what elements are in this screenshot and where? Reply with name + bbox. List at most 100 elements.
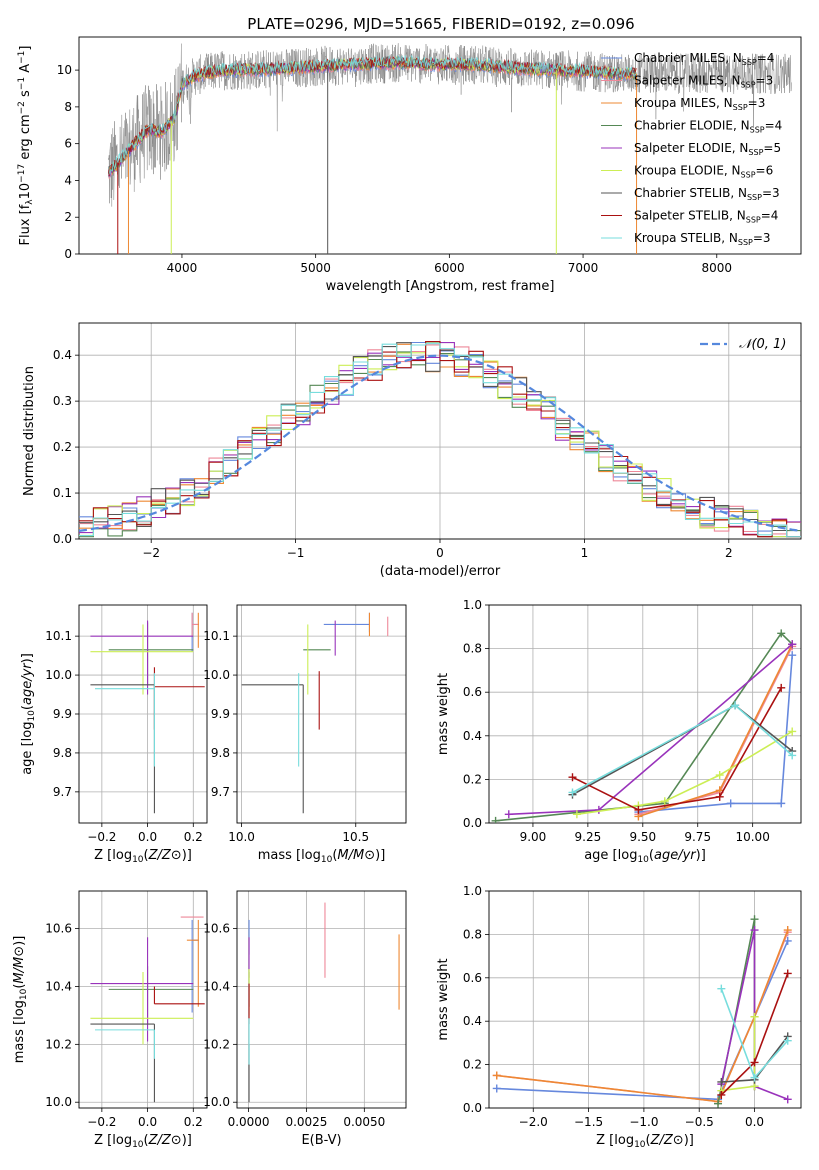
x-tick-label: 0.0000 (228, 1115, 270, 1129)
x-tick-label: −1 (287, 546, 305, 560)
mass_vs_age-panel: 10.0 10.5 9.7 9.8 9.9 10.0 10.1 mass [log10(M/M… (203, 604, 407, 865)
series-line-salpeter_stelib (572, 687, 782, 811)
x-tick-label: −2.0 (519, 1115, 548, 1129)
Z_vs_mass-plot-area (90, 916, 205, 1103)
point-marker-salpeter_stelib (777, 683, 786, 692)
x-tick-label: 7000 (568, 261, 599, 275)
spectrum-panel: 4000 5000 6000 7000 8000 0 2 4 6 8 10 wavelength [A… (17, 36, 802, 294)
y-axis-label: Flux [fλ10−17 erg cm−2 s−1 A−1] (17, 46, 35, 246)
axes-frame (78, 322, 802, 540)
point-marker-kroupa_elodie (660, 797, 669, 806)
x-tick-label: 0.0 (745, 1115, 764, 1129)
legend-label: Chabrier MILES, NSSP=4 (634, 51, 774, 67)
axes-frame (236, 604, 407, 824)
x-axis-label: mass [log10(M/M⊙)] (258, 848, 386, 865)
age_vs_mass_weight-panel: 9.00 9.25 9.50 9.75 10.00 0.0 0.2 0.4 0.6 0.8 1.0 a… (436, 598, 802, 865)
EBV_vs_mass-panel: 0.0000 0.0025 0.0050 10.0 10.2 10.4 10.6 E(B-V) (203, 890, 407, 1148)
Z_vs_mass_weight-plot-area (492, 915, 792, 1108)
point-marker-salpeter_stelib (568, 773, 577, 782)
x-tick-label: 8000 (701, 261, 732, 275)
legend-label: Chabrier STELIB, NSSP=3 (634, 186, 780, 202)
y-tick-label: 0.8 (463, 642, 482, 656)
y-tick-label: 8 (64, 100, 72, 114)
x-axis-label: age [log10(age/yr)] (584, 848, 706, 865)
y-tick-label: 0.4 (463, 1014, 482, 1028)
y-tick-label: 0.0 (463, 816, 482, 830)
x-tick-label: 9.00 (520, 830, 547, 844)
EBV_vs_mass-plot-area (248, 902, 400, 1103)
Z_vs_mass_weight-panel: −2.0 −1.5 −1.0 −0.5 0.0 0.0 0.2 0.4 0.6 0.8 1.0 Z [… (436, 884, 802, 1150)
y-tick-label: 10.4 (45, 979, 72, 993)
x-axis-label: Z [log10(Z/Z⊙)] (94, 1133, 192, 1150)
legend-label: 𝒩(0, 1) (739, 337, 786, 352)
x-tick-label: 0.2 (184, 830, 203, 844)
x-tick-label: 0.0 (138, 830, 157, 844)
y-tick-label: 0.0 (463, 1101, 482, 1115)
Z_vs_mass-panel: −0.2 0.0 0.2 10.0 10.2 10.4 10.6 Z [log10(Z/Z⊙)… (12, 890, 208, 1150)
legend-label: Chabrier ELODIE, NSSP=4 (634, 119, 782, 135)
x-tick-label: −1.0 (629, 1115, 658, 1129)
x-tick-label: 9.25 (575, 830, 602, 844)
point-marker-salpeter_stelib (717, 1090, 726, 1099)
point-marker-chabrier_elodie (750, 915, 759, 924)
x-tick-label: 1 (581, 546, 589, 560)
series-line-chabrier_miles (638, 655, 793, 813)
point-marker-kroupa_elodie (572, 810, 581, 819)
point-marker-chabrier_elodie (714, 1099, 723, 1108)
y-tick-label: 0.3 (53, 394, 72, 408)
y-tick-label: 0.8 (463, 927, 482, 941)
x-axis-label: wavelength [Angstrom, rest frame] (326, 279, 555, 294)
point-marker-kroupa_miles (783, 926, 792, 935)
series-line-salpeter_elodie (720, 929, 788, 1101)
y-tick-label: 10.6 (203, 922, 230, 936)
point-marker-kroupa_stelib (788, 751, 797, 760)
point-marker-kroupa_elodie (750, 1012, 759, 1021)
y-tick-label: 10.1 (203, 629, 230, 643)
x-tick-label: 6000 (434, 261, 465, 275)
x-tick-label: 0.0050 (343, 1115, 385, 1129)
point-marker-chabrier_elodie (777, 629, 786, 638)
y-tick-label: 9.7 (53, 785, 72, 799)
y-axis-label: age [log10(age/yr)] (20, 653, 37, 775)
point-marker-chabrier_elodie (491, 816, 500, 823)
x-tick-label: 10.0 (228, 830, 255, 844)
series-line-kroupa_miles (496, 929, 789, 1103)
y-tick-label: 6 (64, 137, 72, 151)
point-marker-chabrier_miles (777, 799, 786, 808)
point-marker-salpeter_elodie (788, 640, 797, 649)
x-axis-label: Z [log10(Z/Z⊙)] (596, 1133, 694, 1150)
legend-label: Salpeter STELIB, NSSP=4 (634, 209, 778, 225)
y-tick-label: 9.8 (53, 746, 72, 760)
x-tick-label: 2 (725, 546, 733, 560)
y-tick-label: 0.6 (463, 685, 482, 699)
point-marker-kroupa_stelib (750, 1073, 759, 1082)
y-tick-label: 4 (64, 173, 72, 187)
x-tick-label: −0.2 (87, 830, 116, 844)
figure-title: PLATE=0296, MJD=51665, FIBERID=0192, z=0… (247, 15, 634, 33)
x-tick-label: 0 (436, 546, 444, 560)
x-tick-label: 4000 (167, 261, 198, 275)
histogram-step-salpeter_stelib (79, 340, 801, 538)
point-marker-kroupa_elodie (715, 771, 724, 780)
spectrum-plot-area (108, 43, 792, 254)
y-axis-label: mass [log10(M/M⊙)] (12, 936, 29, 1064)
y-tick-label: 10.0 (203, 668, 230, 682)
axes-frame (236, 890, 407, 1109)
point-marker-kroupa_elodie (788, 727, 797, 736)
x-axis-label: Z [log10(Z/Z⊙)] (94, 848, 192, 865)
Z_vs_age-plot-area (90, 612, 205, 814)
point-marker-salpeter_elodie (504, 810, 513, 819)
axes-frame (488, 604, 802, 824)
legend-label: Kroupa ELODIE, NSSP=6 (634, 164, 773, 180)
x-tick-label: 0.2 (184, 1115, 203, 1129)
y-axis-label: Normed distribution (22, 366, 37, 496)
histogram-panel: −2 −1 0 1 2 0.0 0.1 0.2 0.3 0.4 (data-model)/error… (22, 322, 802, 579)
y-tick-label: 10.6 (45, 922, 72, 936)
legend-label: Salpeter MILES, NSSP=3 (634, 74, 773, 90)
point-marker-salpeter_elodie (783, 1095, 792, 1104)
point-marker-chabrier_miles (726, 799, 735, 808)
y-tick-label: 10.0 (45, 1095, 72, 1109)
axes-frame (488, 890, 802, 1109)
